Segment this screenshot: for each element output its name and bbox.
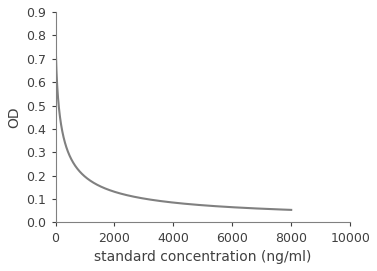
Y-axis label: OD: OD — [7, 107, 21, 128]
X-axis label: standard concentration (ng/ml): standard concentration (ng/ml) — [94, 250, 311, 264]
